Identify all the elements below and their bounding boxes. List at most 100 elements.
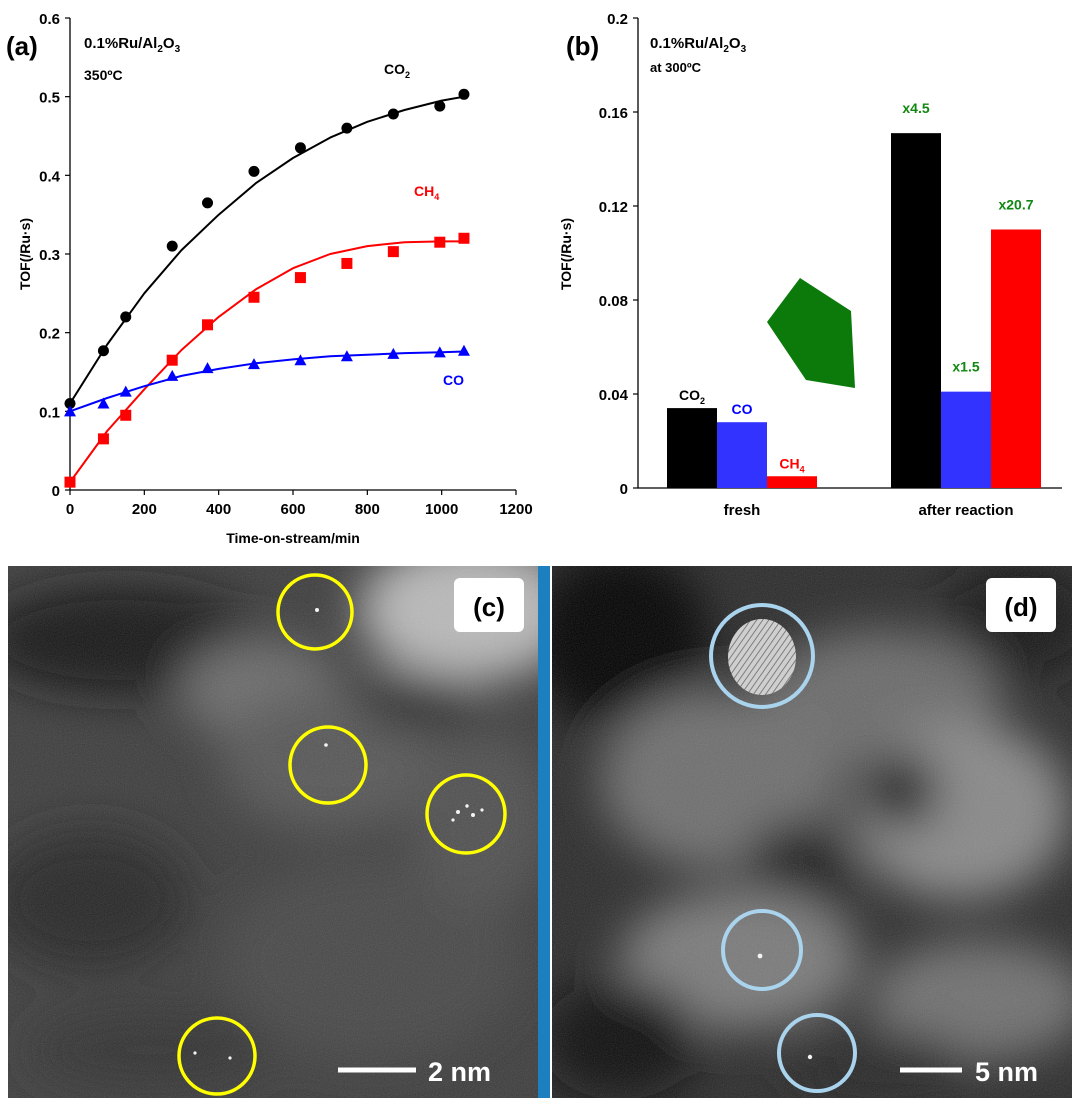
data-point-co2	[248, 165, 260, 177]
x-tick-label: 200	[132, 501, 157, 518]
bar-ch4-fresh	[767, 476, 817, 488]
y-tick-label: 0.5	[39, 90, 60, 107]
x-category-label: fresh	[724, 502, 761, 519]
multiplier-label: x4.5	[902, 100, 929, 116]
panel-a-line-chart: (a) 0.1%Ru/Al2O3 350ºC 00.10.20.30.40.50…	[6, 11, 533, 546]
data-point-ch4	[97, 433, 109, 445]
y-tick-label: 0.2	[607, 11, 628, 28]
x-tick-label: 1200	[499, 501, 532, 518]
panel-a-fit-curves	[69, 95, 465, 483]
data-point-ch4	[294, 272, 306, 284]
bar-co-fresh	[717, 422, 767, 488]
y-tick-label: 0.2	[39, 326, 60, 343]
data-point-co2	[64, 397, 76, 409]
data-point-co	[433, 346, 446, 358]
scale-bar-d-label: 5 nm	[975, 1057, 1038, 1087]
bar-co2-after-reaction	[891, 133, 941, 488]
y-tick-label: 0.1	[39, 404, 60, 421]
particle-circle	[777, 1013, 857, 1093]
data-point-ch4	[120, 409, 132, 421]
data-point-co	[457, 344, 470, 356]
fit-line-co2	[69, 95, 465, 405]
data-point-co	[387, 347, 400, 359]
particle-circle	[177, 1016, 257, 1096]
data-point-co2	[97, 345, 109, 357]
panel-b-y-axis-label: TOF(/Ru·s)	[558, 218, 574, 290]
y-tick-label: 0.04	[599, 387, 629, 404]
x-tick-label: 800	[355, 501, 380, 518]
data-point-co2	[341, 122, 353, 134]
panel-a-title: 0.1%Ru/Al2O3	[84, 35, 181, 55]
x-tick-label: 1000	[425, 501, 458, 518]
particle-circle	[709, 603, 815, 709]
y-tick-label: 0	[52, 483, 60, 500]
panel-b-bars	[667, 133, 1041, 488]
panel-a-y-axis-label: TOF(/Ru·s)	[17, 218, 33, 290]
data-point-co2	[387, 108, 399, 120]
fresh-series-label: CO	[732, 401, 753, 417]
panel-a-ticks: 0 0.1 0.2 0.3 0.4 0.5 0.6 0 200 400 600 800 1000 1200	[39, 11, 533, 518]
panel-d-label-box	[986, 578, 1056, 632]
data-point-co	[64, 405, 76, 417]
data-point-ch4	[248, 291, 260, 303]
data-point-ch4	[341, 257, 353, 269]
data-point-co	[119, 385, 132, 397]
data-point-ch4	[166, 354, 178, 366]
particle-circle	[425, 773, 507, 855]
fit-line-co	[69, 350, 465, 413]
panel-a-x-axis-label: Time-on-stream/min	[226, 530, 360, 546]
data-point-ch4	[434, 236, 446, 248]
data-point-co	[294, 354, 307, 366]
panel-b-bar-chart: (b) 0.1%Ru/Al2O3 at 300ºC 00.040.080.120…	[558, 11, 1062, 519]
x-tick-label: 0	[66, 501, 74, 518]
data-point-co2	[166, 240, 178, 252]
scale-bar-c-label: 2 nm	[428, 1057, 491, 1087]
data-point-co	[97, 397, 110, 409]
fit-line-ch4	[69, 240, 464, 483]
bar-co2-fresh	[667, 408, 717, 488]
panel-b-title: 0.1%Ru/Al2O3	[650, 35, 747, 55]
fresh-series-label: CH4	[779, 455, 804, 474]
data-point-co2	[120, 311, 132, 323]
data-point-co	[340, 350, 353, 362]
data-point-ch4	[458, 232, 470, 244]
panel-a-axis-lines	[69, 18, 516, 491]
y-tick-label: 0.12	[599, 199, 628, 216]
data-point-ch4	[387, 246, 399, 258]
panel-divider	[538, 566, 550, 1098]
x-category-label: after reaction	[918, 502, 1013, 519]
panel-b-ticks: 0 0.04 0.08 0.12 0.16 0.2	[599, 11, 638, 498]
particle-circle	[721, 909, 803, 991]
data-point-co2	[458, 88, 470, 100]
particle-circle	[276, 573, 354, 651]
multiplier-label: x1.5	[952, 359, 979, 375]
panel-a-markers	[64, 88, 470, 488]
y-tick-label: 0.08	[599, 293, 628, 310]
panel-a-temperature: 350ºC	[84, 67, 123, 83]
y-tick-label: 0.6	[39, 11, 60, 28]
particle-circle	[288, 725, 368, 805]
data-point-co2	[434, 100, 446, 112]
y-tick-label: 0.3	[39, 247, 60, 264]
panel-a-label: (a)	[6, 31, 38, 61]
ru-nanoparticle	[728, 619, 796, 695]
y-tick-label: 0	[620, 481, 628, 498]
x-tick-label: 600	[280, 501, 305, 518]
micrograph-d: (d) 5 nm	[552, 566, 1072, 1098]
panel-c-label-box	[454, 578, 524, 632]
data-point-co	[166, 369, 179, 381]
bar-co-after-reaction	[941, 391, 991, 488]
x-tick-label: 400	[206, 501, 231, 518]
data-point-co2	[202, 197, 214, 209]
y-tick-label: 0.16	[599, 105, 628, 122]
data-point-co	[247, 358, 260, 370]
bar-ch4-after-reaction	[991, 229, 1041, 488]
a-label-co: CO	[443, 372, 464, 388]
micrograph-c: (c) 2 nm	[8, 566, 538, 1098]
panel-c-label: (c)	[473, 592, 505, 622]
y-tick-label: 0.4	[39, 168, 61, 185]
data-point-co	[201, 362, 214, 374]
data-point-ch4	[64, 476, 76, 488]
panel-d-label: (d)	[1004, 592, 1037, 622]
